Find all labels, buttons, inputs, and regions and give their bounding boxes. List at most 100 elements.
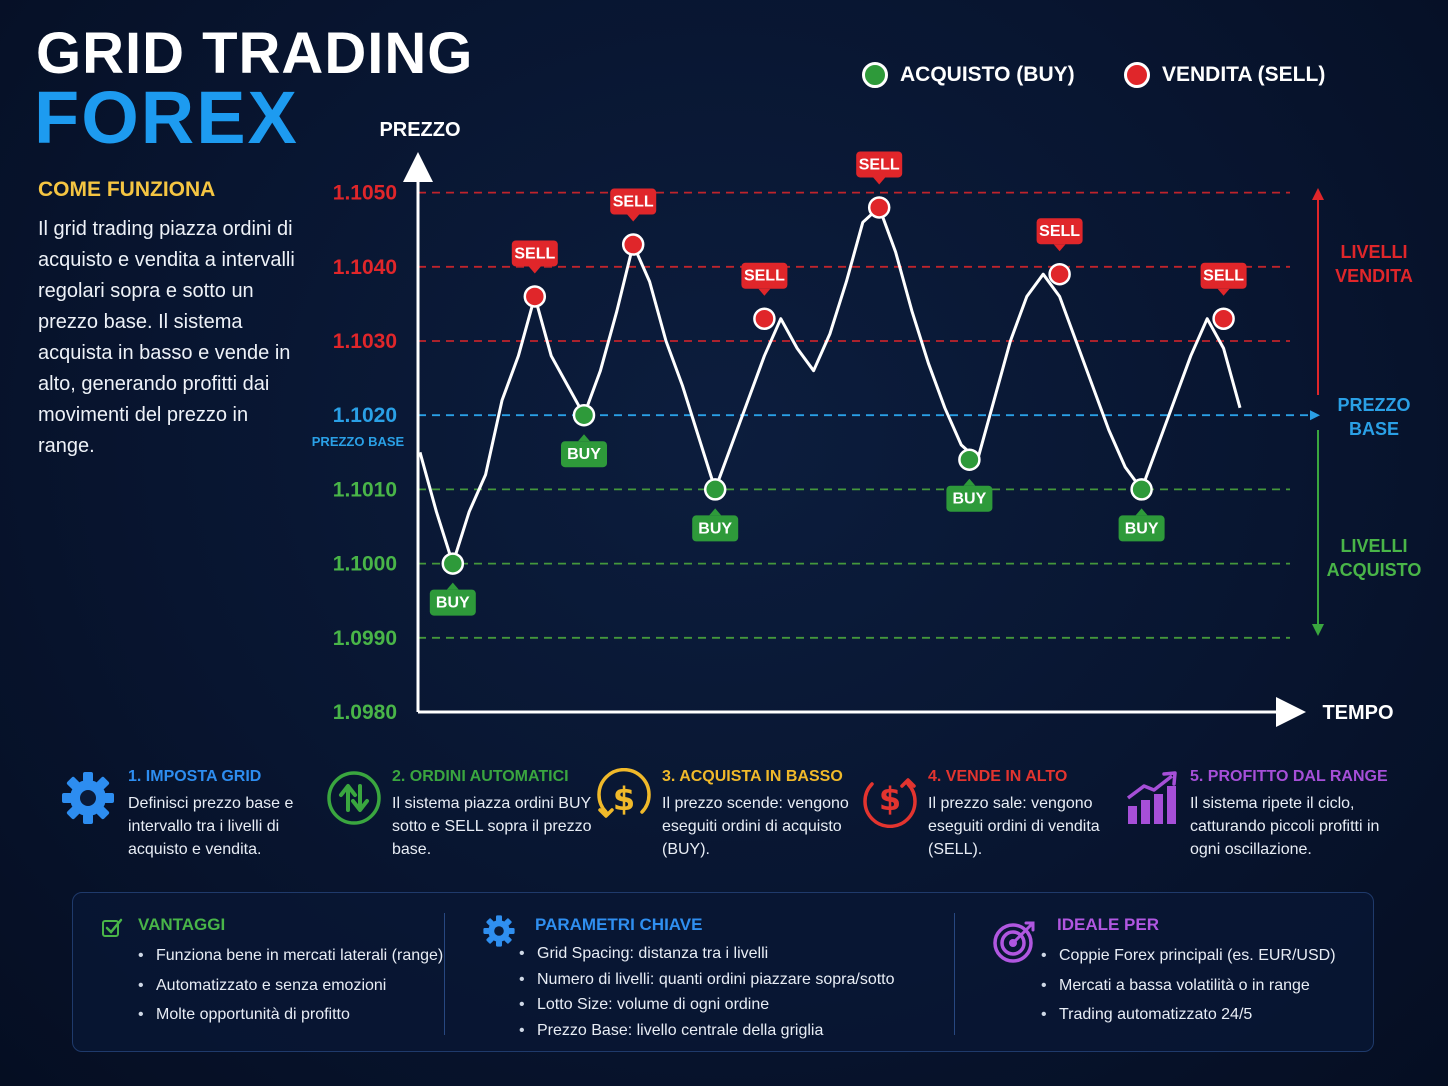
buy-order: BUY	[692, 478, 739, 542]
list-item: Coppie Forex principali (es. EUR/USD)	[1041, 941, 1336, 971]
sell-badge-label: SELL	[613, 194, 654, 211]
list-item: Automatizzato e senza emozioni	[138, 971, 443, 1001]
sell-point	[1212, 307, 1235, 330]
y-tick-label: 1.1050	[333, 182, 397, 205]
x-axis-label: TEMPO	[1322, 702, 1393, 724]
y-tick-label: 1.1020	[333, 404, 397, 427]
buy-levels-label-1: LIVELLI	[1341, 536, 1408, 556]
advantages-title: VANTAGGI	[138, 915, 226, 934]
sell-order: SELL	[610, 188, 657, 256]
sell-levels-label-2: VENDITA	[1335, 266, 1413, 286]
step-5-title: 5. PROFITTO DAL RANGE	[1190, 768, 1388, 785]
step-4-text: Il prezzo sale: vengono eseguiti ordini …	[928, 795, 1100, 858]
sell-order: SELL	[511, 240, 558, 308]
svg-text:$: $	[879, 780, 901, 818]
ideal-list: Coppie Forex principali (es. EUR/USD) Me…	[1041, 941, 1336, 1030]
target-icon	[993, 921, 1035, 963]
buy-order: BUY	[429, 552, 476, 616]
sell-badge	[1200, 262, 1247, 289]
step-1-text: Definisci prezzo base e intervallo tra i…	[128, 795, 294, 858]
badge-pointer	[578, 434, 590, 442]
base-side-label-2: BASE	[1349, 419, 1399, 439]
ideal-column: IDEALE PER Coppie Forex principali (es. …	[993, 893, 1353, 1053]
price-line	[418, 205, 1242, 566]
panel-divider	[954, 913, 955, 1035]
sell-badge-label: SELL	[514, 245, 555, 262]
intro-heading: COME FUNZIONA	[38, 178, 216, 201]
base-price-label: PREZZO BASE	[312, 434, 405, 449]
badge-pointer	[528, 266, 541, 274]
y-axis-label: PREZZO	[379, 119, 460, 141]
buy-badge	[561, 441, 607, 468]
y-tick-label: 1.0990	[333, 627, 397, 650]
sell-badge-label: SELL	[859, 156, 900, 173]
sell-levels-label-1: LIVELLI	[1341, 242, 1408, 262]
base-arrow-icon	[1310, 410, 1320, 421]
step-3-title: 3. ACQUISTA IN BASSO	[662, 768, 843, 785]
badge-pointer	[709, 508, 722, 516]
legend-sell: VENDITA (SELL)	[1124, 58, 1325, 92]
sell-point	[621, 233, 645, 256]
advantages-list: Funziona bene in mercati laterali (range…	[138, 941, 443, 1030]
buy-order: BUY	[561, 403, 607, 468]
steps-row: 1. IMPOSTA GRID Definisci prezzo base e …	[0, 760, 1448, 870]
step-5-text: Il sistema ripete il ciclo, catturando p…	[1190, 795, 1380, 858]
list-item: Molte opportunità di profitto	[138, 1000, 443, 1030]
legend-sell-label: VENDITA (SELL)	[1162, 63, 1326, 86]
step-4-title: 4. VENDE IN ALTO	[928, 768, 1068, 785]
sell-dot-icon	[1124, 62, 1150, 88]
sell-badge	[610, 188, 657, 215]
price-chart: PREZZO TEMPO 1.1050 1.1040 1.1030 1.1020 1.1…	[311, 119, 1422, 727]
gear-icon	[62, 772, 114, 824]
sell-point	[1048, 262, 1071, 286]
buy-point	[1130, 478, 1153, 501]
buy-order: BUY	[946, 448, 993, 512]
svg-text:$: $	[613, 780, 635, 818]
buy-badge	[692, 515, 739, 542]
buy-dot-icon	[862, 62, 888, 88]
buy-point	[572, 403, 596, 427]
list-item: Prezzo Base: livello centrale della grig…	[519, 1018, 895, 1044]
sell-point	[867, 196, 891, 219]
list-item: Numero di livelli: quanti ordini piazzar…	[519, 967, 895, 993]
badge-pointer	[1053, 244, 1066, 252]
dollar-icon: $	[597, 768, 651, 818]
badge-pointer	[627, 214, 640, 222]
step-3-text: Il prezzo scende: vengono eseguiti ordin…	[662, 795, 849, 858]
buy-badge	[946, 485, 993, 512]
list-item: Lotto Size: volume di ogni ordine	[519, 992, 895, 1018]
buy-point	[441, 552, 465, 575]
list-item: Mercati a bassa volatilità o in range	[1041, 971, 1336, 1001]
list-item: Trading automatizzato 24/5	[1041, 1000, 1336, 1030]
list-item: Grid Spacing: distanza tra i livelli	[519, 941, 895, 967]
step-2-text: Il sistema piazza ordini BUY sotto e SEL…	[392, 795, 592, 858]
legend-buy-label: ACQUISTO (BUY)	[900, 63, 1075, 86]
badge-pointer	[1217, 288, 1230, 296]
step-1-title: 1. IMPOSTA GRID	[128, 768, 262, 785]
sell-badge	[856, 151, 903, 178]
list-item: Funziona bene in mercati laterali (range…	[138, 941, 443, 971]
sell-badge-label: SELL	[1039, 223, 1080, 240]
intro-text: Il grid trading piazza ordini di acquist…	[38, 218, 295, 457]
parameters-list: Grid Spacing: distanza tra i livelli Num…	[519, 941, 895, 1043]
buy-order: BUY	[1118, 478, 1165, 542]
sell-order: SELL	[741, 262, 788, 330]
y-tick-label: 1.0980	[333, 701, 397, 724]
title-line2: FOREX	[34, 76, 299, 159]
buy-badge-label: BUY	[953, 491, 987, 508]
checkbox-icon	[102, 918, 123, 937]
base-side-label-1: PREZZO	[1337, 395, 1410, 415]
buy-point	[958, 448, 981, 471]
y-tick-label: 1.1030	[333, 330, 397, 353]
growth-chart-icon	[1126, 771, 1177, 824]
legend-buy: ACQUISTO (BUY)	[862, 58, 1075, 92]
y-tick-label: 1.1000	[333, 553, 397, 576]
badge-pointer	[873, 177, 886, 185]
sell-badge	[741, 262, 788, 289]
buy-levels-label-2: ACQUISTO	[1327, 560, 1422, 580]
sell-order: SELL	[1200, 262, 1247, 330]
badge-pointer	[446, 582, 459, 590]
ideal-title: IDEALE PER	[1057, 915, 1160, 934]
buy-badge-label: BUY	[436, 595, 470, 612]
y-tick-label: 1.1010	[333, 478, 397, 501]
